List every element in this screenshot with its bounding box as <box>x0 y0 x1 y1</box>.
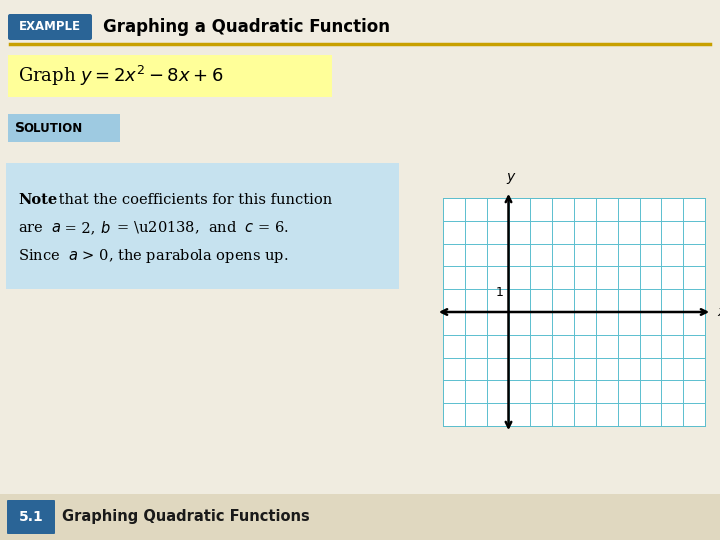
FancyBboxPatch shape <box>6 163 399 289</box>
Text: Since  $\mathit{a}$ > 0, the parabola opens up.: Since $\mathit{a}$ > 0, the parabola ope… <box>18 247 289 265</box>
Text: = \u20138,  and  $\mathit{c}$ = 6.: = \u20138, and $\mathit{c}$ = 6. <box>112 220 289 236</box>
Text: Graphing Quadratic Functions: Graphing Quadratic Functions <box>62 510 310 524</box>
Bar <box>443 198 705 426</box>
FancyBboxPatch shape <box>8 114 120 142</box>
Text: $y$: $y$ <box>506 171 517 186</box>
FancyBboxPatch shape <box>7 500 55 534</box>
Text: Graph $\mathit{y} = 2\mathit{x}^{2} - 8\mathit{x} + 6$: Graph $\mathit{y} = 2\mathit{x}^{2} - 8\… <box>18 64 223 88</box>
FancyBboxPatch shape <box>8 14 92 40</box>
Text: OLUTION: OLUTION <box>23 123 82 136</box>
Text: Graphing a Quadratic Function: Graphing a Quadratic Function <box>103 18 390 36</box>
Text: = 2,: = 2, <box>60 221 95 235</box>
Text: 1: 1 <box>495 286 503 299</box>
Text: EXAMPLE: EXAMPLE <box>19 21 81 33</box>
Text: $\mathit{b}$: $\mathit{b}$ <box>90 220 111 236</box>
Text: are  $\mathit{a}$: are $\mathit{a}$ <box>18 221 62 235</box>
Text: S: S <box>15 121 25 135</box>
Text: 5.1: 5.1 <box>19 510 43 524</box>
FancyBboxPatch shape <box>8 55 332 97</box>
Text: Note: Note <box>18 193 58 207</box>
Text: that the coefficients for this function: that the coefficients for this function <box>54 193 332 207</box>
Bar <box>0 494 720 540</box>
Text: $x$: $x$ <box>717 305 720 319</box>
